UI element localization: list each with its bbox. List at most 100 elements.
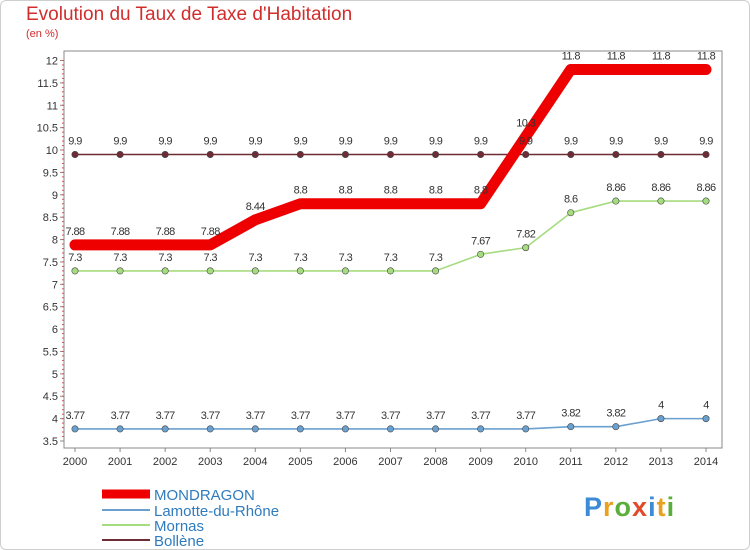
data-label: 8.8 [429, 185, 443, 197]
data-point [567, 423, 575, 431]
data-point [205, 239, 216, 250]
data-label: 9.9 [68, 136, 82, 148]
chart-title: Evolution du Taux de Taxe d'Habitation [26, 4, 353, 25]
data-label: 3.82 [561, 408, 580, 420]
data-label: 3.77 [471, 410, 490, 422]
data-label: 11.8 [652, 50, 671, 62]
legend-label: Mornas [154, 518, 204, 535]
data-point [612, 151, 620, 159]
data-point [70, 239, 80, 250]
x-tick-label: 2008 [423, 456, 447, 468]
y-tick-label: 12 [46, 56, 58, 68]
data-point [612, 423, 620, 431]
data-label: 7.3 [113, 252, 127, 264]
data-label: 3.77 [336, 410, 355, 422]
data-label: 9.9 [699, 136, 713, 148]
data-label: 7.88 [65, 226, 84, 238]
y-tick-label: 11.5 [37, 78, 58, 90]
data-point [386, 267, 394, 275]
data-label: 7.3 [158, 252, 172, 264]
x-tick-label: 2011 [559, 456, 583, 468]
data-point [522, 244, 530, 252]
y-tick-label: 3.5 [43, 436, 58, 448]
legend-label: MONDRAGON [154, 487, 255, 504]
data-point [522, 151, 530, 159]
data-label: 3.77 [291, 410, 310, 422]
data-point [701, 64, 711, 75]
data-point [522, 425, 530, 433]
proxiti-logo: Proxiti [584, 492, 675, 523]
data-point [477, 151, 485, 159]
data-point [385, 198, 396, 209]
data-point [251, 267, 259, 275]
data-label: 8.8 [294, 185, 308, 197]
y-tick-label: 8 [52, 235, 58, 247]
data-label: 8.86 [651, 182, 670, 194]
data-point [250, 214, 261, 225]
data-label: 11.8 [562, 50, 581, 62]
data-point [296, 151, 304, 159]
x-tick-label: 2010 [513, 456, 537, 468]
data-point [567, 151, 575, 159]
y-tick-label: 4.5 [43, 391, 58, 403]
x-tick-label: 2009 [468, 456, 492, 468]
chart-subtitle: (en %) [26, 28, 59, 40]
data-point [206, 267, 214, 275]
data-label: 9.9 [609, 136, 623, 148]
data-point [432, 151, 440, 159]
x-tick-label: 2006 [333, 456, 357, 468]
data-point [116, 267, 124, 275]
data-point [702, 197, 710, 205]
data-point [432, 267, 440, 275]
data-label: 7.3 [429, 252, 443, 264]
data-label: 7.67 [471, 235, 490, 247]
data-label: 8.8 [474, 185, 488, 197]
data-point [567, 209, 575, 217]
y-tick-label: 9.5 [43, 167, 58, 179]
data-label: 7.3 [339, 252, 353, 264]
x-tick-label: 2002 [153, 456, 177, 468]
data-point [295, 198, 306, 209]
data-point [657, 151, 665, 159]
data-point [341, 425, 349, 433]
y-tick-label: 7.5 [43, 257, 58, 269]
data-point [116, 425, 124, 433]
data-point [430, 198, 441, 209]
data-point [341, 267, 349, 275]
data-point [655, 64, 666, 75]
data-label: 3.77 [201, 410, 220, 422]
logo-letter: x [632, 492, 649, 522]
data-point [702, 415, 710, 423]
data-label: 9.9 [339, 136, 353, 148]
data-point [702, 151, 710, 159]
plot-area [63, 50, 723, 449]
data-label: 9.9 [158, 136, 172, 148]
data-point [296, 267, 304, 275]
x-tick-label: 2005 [288, 456, 312, 468]
data-label: 4 [703, 400, 709, 412]
data-point [386, 151, 394, 159]
y-tick-label: 8.5 [43, 212, 58, 224]
data-point [116, 151, 124, 159]
data-label: 3.77 [381, 410, 400, 422]
y-tick-label: 6 [52, 324, 58, 336]
data-point [71, 151, 79, 159]
data-label: 7.88 [111, 226, 130, 238]
y-tick-label: 4 [52, 414, 58, 426]
data-label: 9.9 [249, 136, 263, 148]
data-point [657, 197, 665, 205]
data-point [206, 425, 214, 433]
data-point [475, 198, 486, 209]
y-tick-label: 6.5 [43, 302, 58, 314]
x-tick-label: 2004 [243, 456, 267, 468]
x-tick-label: 2003 [198, 456, 222, 468]
data-label: 9.9 [294, 136, 308, 148]
data-point [71, 267, 79, 275]
data-label: 8.8 [384, 185, 398, 197]
x-tick-label: 2001 [108, 456, 132, 468]
data-point [296, 425, 304, 433]
data-point [565, 64, 576, 75]
y-tick-label: 9 [52, 190, 58, 202]
data-label: 8.44 [246, 201, 265, 213]
